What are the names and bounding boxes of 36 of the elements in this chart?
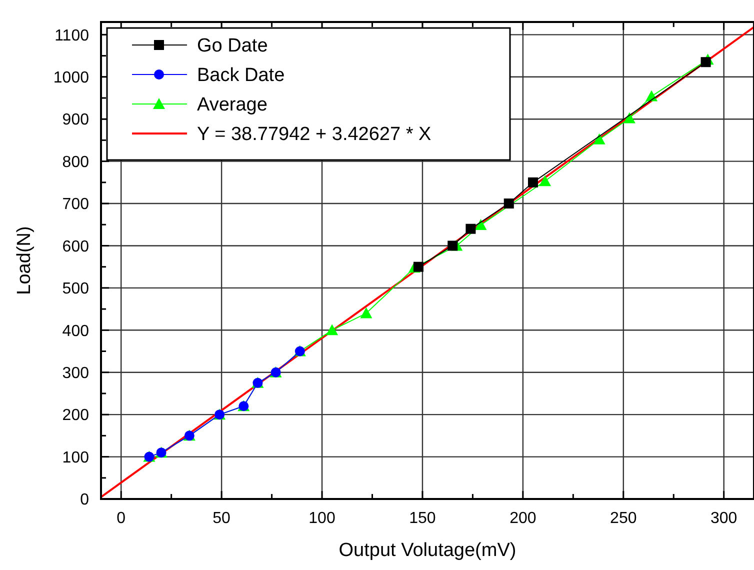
y-tick-label: 600 [62,238,90,256]
y-tick-label: 0 [80,492,90,509]
point [593,133,606,144]
x-tick-label: 0 [116,510,126,527]
y-axis-title: Load(N) [14,226,35,295]
point [466,224,476,234]
y-tick-label: 200 [62,407,90,424]
point [474,219,487,230]
legend-label: Back Date [197,65,285,86]
point [539,175,552,186]
point [448,240,458,251]
x-tick-label: 200 [510,510,536,527]
x-axis-title: Output Volutage(mV) [338,540,516,561]
point [360,307,372,318]
point [413,262,424,272]
y-tick-label: 1100 [54,27,90,44]
y-tick-label: 500 [62,280,90,298]
x-tick-label: 300 [710,510,738,527]
legend-label: Y = 38.77942 + 3.42627 * X [197,124,432,146]
y-tick-label: 1000 [53,69,90,86]
x-tick-label: 250 [610,510,637,527]
legend-label: Go Date [197,36,268,57]
x-tick-label: 50 [212,510,231,527]
y-tick-label: 400 [62,322,90,340]
y-tick-label: 800 [62,154,90,171]
y-tick-label: 900 [62,112,90,129]
point [528,177,538,188]
x-tick-label: 150 [409,510,436,527]
point [326,324,338,336]
point [700,57,711,68]
y-tick-label: 700 [62,196,90,214]
y-tick-label: 300 [62,364,90,382]
x-tick-label: 100 [308,510,336,527]
y-tick-label: 100 [62,449,90,466]
legend-label: Average [197,94,268,116]
point [504,198,514,209]
